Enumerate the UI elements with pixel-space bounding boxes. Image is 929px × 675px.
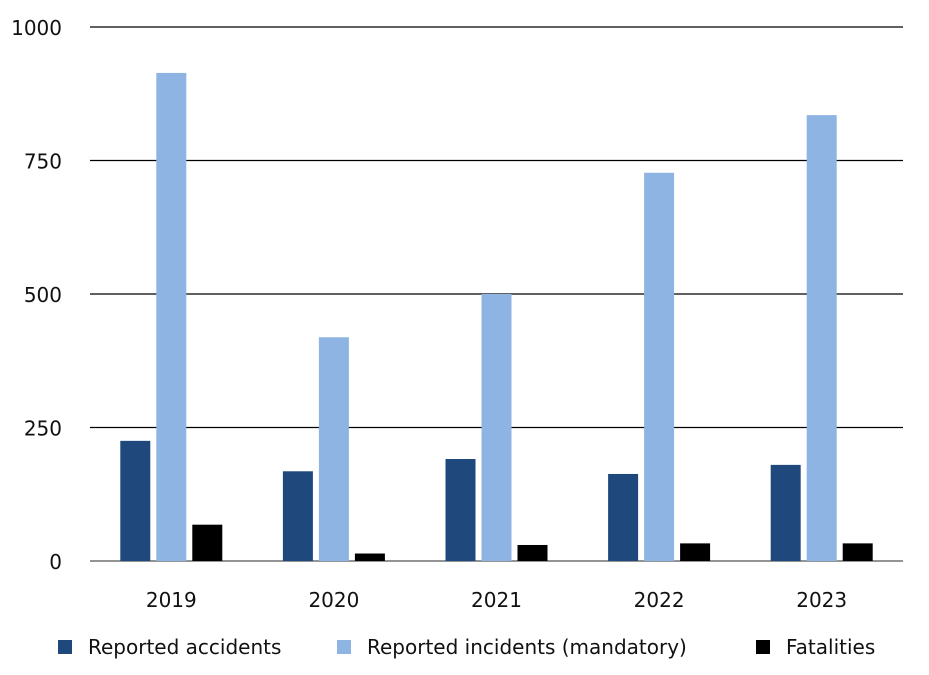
bar-fatalities-2020 xyxy=(354,553,385,561)
legend-label: Fatalities xyxy=(786,635,875,659)
y-tick-label: 0 xyxy=(49,550,62,574)
bar-fatalities-2023 xyxy=(842,543,873,561)
bar-fatalities-2019 xyxy=(192,524,223,561)
bar-reported-incidents-mandatory--2021 xyxy=(481,294,512,561)
bar-reported-incidents-mandatory--2023 xyxy=(806,115,837,562)
legend: Reported accidents Reported incidents (ma… xyxy=(58,635,875,659)
bar-reported-accidents-2019 xyxy=(120,440,151,561)
bar-reported-incidents-mandatory--2019 xyxy=(156,72,187,561)
x-tick-label: 2023 xyxy=(796,588,847,612)
y-tick-label: 750 xyxy=(24,150,62,174)
x-axis-ticks: 2019 2020 2021 2022 2023 xyxy=(146,588,847,612)
bar-reported-incidents-mandatory--2022 xyxy=(644,172,675,562)
x-tick-label: 2019 xyxy=(146,588,197,612)
bar-fatalities-2022 xyxy=(680,543,711,561)
bar-reported-accidents-2022 xyxy=(608,473,639,561)
y-tick-label: 250 xyxy=(24,417,62,441)
legend-swatch xyxy=(756,640,770,654)
bars xyxy=(120,72,873,562)
y-tick-label: 500 xyxy=(24,283,62,307)
y-axis-ticks: 0 250 500 750 1000 xyxy=(11,16,62,574)
legend-swatch xyxy=(58,640,72,654)
legend-label: Reported accidents xyxy=(88,635,281,659)
y-tick-label: 1000 xyxy=(11,16,62,40)
x-tick-label: 2020 xyxy=(308,588,359,612)
x-tick-label: 2022 xyxy=(634,588,685,612)
bar-reported-accidents-2023 xyxy=(770,464,801,561)
bar-reported-accidents-2020 xyxy=(282,471,313,561)
bar-reported-incidents-mandatory--2020 xyxy=(318,337,349,561)
x-tick-label: 2021 xyxy=(471,588,522,612)
bar-fatalities-2021 xyxy=(517,544,548,561)
legend-swatch xyxy=(337,640,351,654)
bar-reported-accidents-2021 xyxy=(445,459,476,561)
legend-label: Reported incidents (mandatory) xyxy=(367,635,687,659)
